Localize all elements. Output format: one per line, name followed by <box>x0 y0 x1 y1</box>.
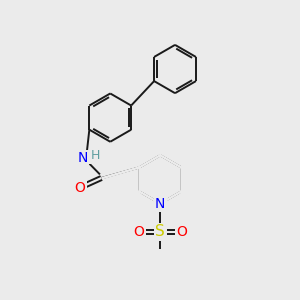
Text: S: S <box>155 224 165 239</box>
Text: O: O <box>134 225 145 238</box>
Text: H: H <box>91 149 100 162</box>
Text: N: N <box>78 151 88 165</box>
Text: O: O <box>74 181 86 195</box>
Text: N: N <box>155 196 166 211</box>
Text: O: O <box>176 225 187 238</box>
